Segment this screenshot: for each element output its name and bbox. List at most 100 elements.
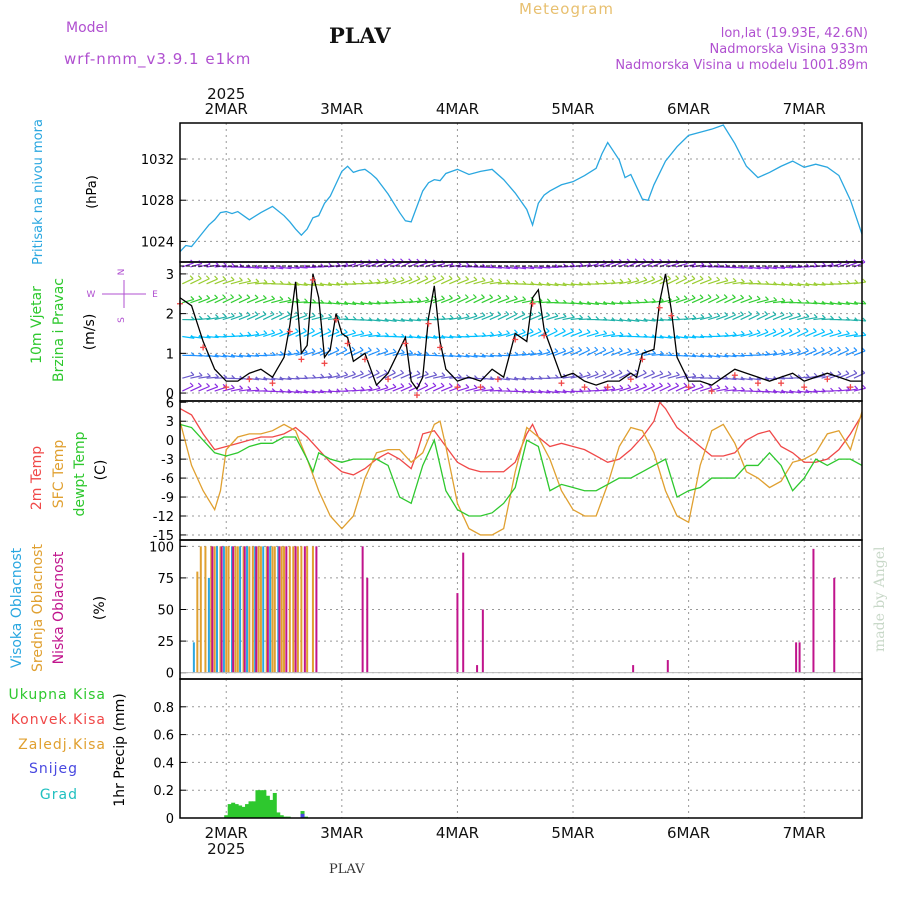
wind-vector-head (271, 329, 276, 334)
x-label-bottom-3: 5MAR (551, 824, 594, 842)
wind-vector-head (845, 370, 850, 375)
wind-vector-head (505, 295, 510, 299)
wind-vector-head (440, 382, 445, 387)
wind-vector-head (417, 297, 422, 302)
x-label-top-3: 5MAR (551, 100, 594, 118)
wind-vector-head (311, 312, 316, 317)
cloud-bar (296, 546, 299, 673)
y-tick-label: 0.6 (153, 729, 174, 744)
wind-vector (368, 302, 381, 305)
wind-vector (651, 373, 664, 379)
wind-vector (246, 333, 259, 338)
cloud-bar (215, 546, 218, 673)
wind-vector (295, 390, 308, 394)
wind-vector (821, 302, 834, 305)
wind-vector-head (189, 382, 194, 387)
wind-vector-head (376, 347, 380, 352)
wind-vector-head (214, 314, 219, 318)
wind-vector (611, 281, 624, 285)
wind-vector-head (627, 332, 632, 337)
wind-vector-head (498, 386, 503, 391)
wind-vector (400, 352, 413, 356)
wind-vector (376, 372, 388, 379)
wind-vector-head (367, 347, 372, 351)
wind-vector (651, 278, 663, 285)
y-tick-label: 3 (166, 415, 174, 430)
y-tick-label: 100 (149, 540, 174, 555)
wind-vector-head (555, 299, 559, 303)
wind-vector-head (368, 330, 373, 335)
precip-bar (241, 806, 246, 818)
cloud-bar (243, 546, 246, 673)
wind-vector (400, 278, 413, 285)
wind-vector (635, 372, 647, 379)
wind-vector-head (239, 332, 244, 337)
wind-vector-head (586, 371, 591, 376)
precip-legend-2: Zaledj.Kisa (18, 737, 106, 753)
wind-vector-head (456, 294, 461, 299)
wind-vector-head (561, 327, 566, 332)
wind-vector (643, 352, 656, 356)
wind-vector-head (327, 328, 332, 332)
wind-vector (643, 372, 655, 379)
panel-frame (179, 400, 863, 541)
wind-vector (562, 390, 575, 393)
wind-vector-head (699, 383, 704, 388)
wind-vector (683, 278, 696, 285)
wind-vector (675, 335, 688, 339)
wind-vector-head (449, 314, 454, 319)
wind-vector (198, 278, 210, 285)
wind-vector (287, 314, 299, 321)
wind-vector (214, 278, 227, 285)
wind-vector (797, 283, 810, 287)
wind-vector (651, 385, 663, 392)
wind-vector (845, 349, 858, 356)
y-tick-label: -3 (161, 453, 174, 468)
wind-vector-head (862, 384, 866, 389)
wind-vector-head (586, 346, 591, 351)
wind-vector (651, 335, 664, 339)
wind-vector (748, 332, 761, 338)
wind-vector (643, 335, 656, 339)
wind-vector-head (683, 275, 688, 280)
wind-vector-head (595, 387, 600, 391)
wind-vector (627, 318, 640, 322)
wind-vector-head (279, 328, 284, 333)
precip-legend-0: Ukupna Kisa (8, 687, 106, 703)
wind-vector-head (400, 276, 405, 281)
wind-vector (570, 317, 583, 321)
wind-vector (287, 266, 300, 270)
wind-vector-head (247, 386, 252, 390)
wind-vector (530, 352, 543, 356)
wind-vector (335, 302, 349, 305)
wind-vector (821, 283, 834, 286)
cloud-bar (239, 546, 242, 673)
cloud-bar (196, 571, 199, 673)
wind-vector (198, 375, 211, 379)
wind-vector (667, 335, 680, 339)
wind-vector-head (498, 330, 502, 335)
wind-vector (489, 281, 502, 285)
wind-vector (368, 318, 381, 322)
wind-vector (845, 302, 858, 305)
wind-vector-head (392, 383, 397, 388)
wind-vector-head (659, 275, 664, 280)
wind-vector (206, 278, 218, 285)
wind-vector-head (417, 350, 422, 355)
y-tick-label: 50 (157, 604, 174, 619)
wind-vector (772, 266, 785, 269)
wind-vector-head (772, 311, 777, 316)
wind-vector (740, 332, 753, 338)
wind-vector-head (642, 369, 647, 374)
wind-vector (287, 330, 299, 338)
wind-vector (837, 389, 850, 392)
cloud-bar (294, 546, 297, 673)
wind-vector (813, 331, 825, 338)
wind-vector-head (230, 384, 235, 389)
wind-vector-head (837, 370, 842, 375)
wind-vector (772, 300, 785, 304)
wind-vector (586, 302, 599, 306)
cloud-ylabel-name2: Srednja Oblacnost (30, 544, 46, 672)
wind-vector (424, 298, 437, 304)
wind-vector-head (448, 275, 453, 280)
